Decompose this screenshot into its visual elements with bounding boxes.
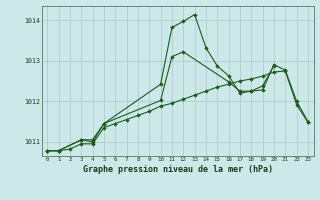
X-axis label: Graphe pression niveau de la mer (hPa): Graphe pression niveau de la mer (hPa): [83, 165, 273, 174]
